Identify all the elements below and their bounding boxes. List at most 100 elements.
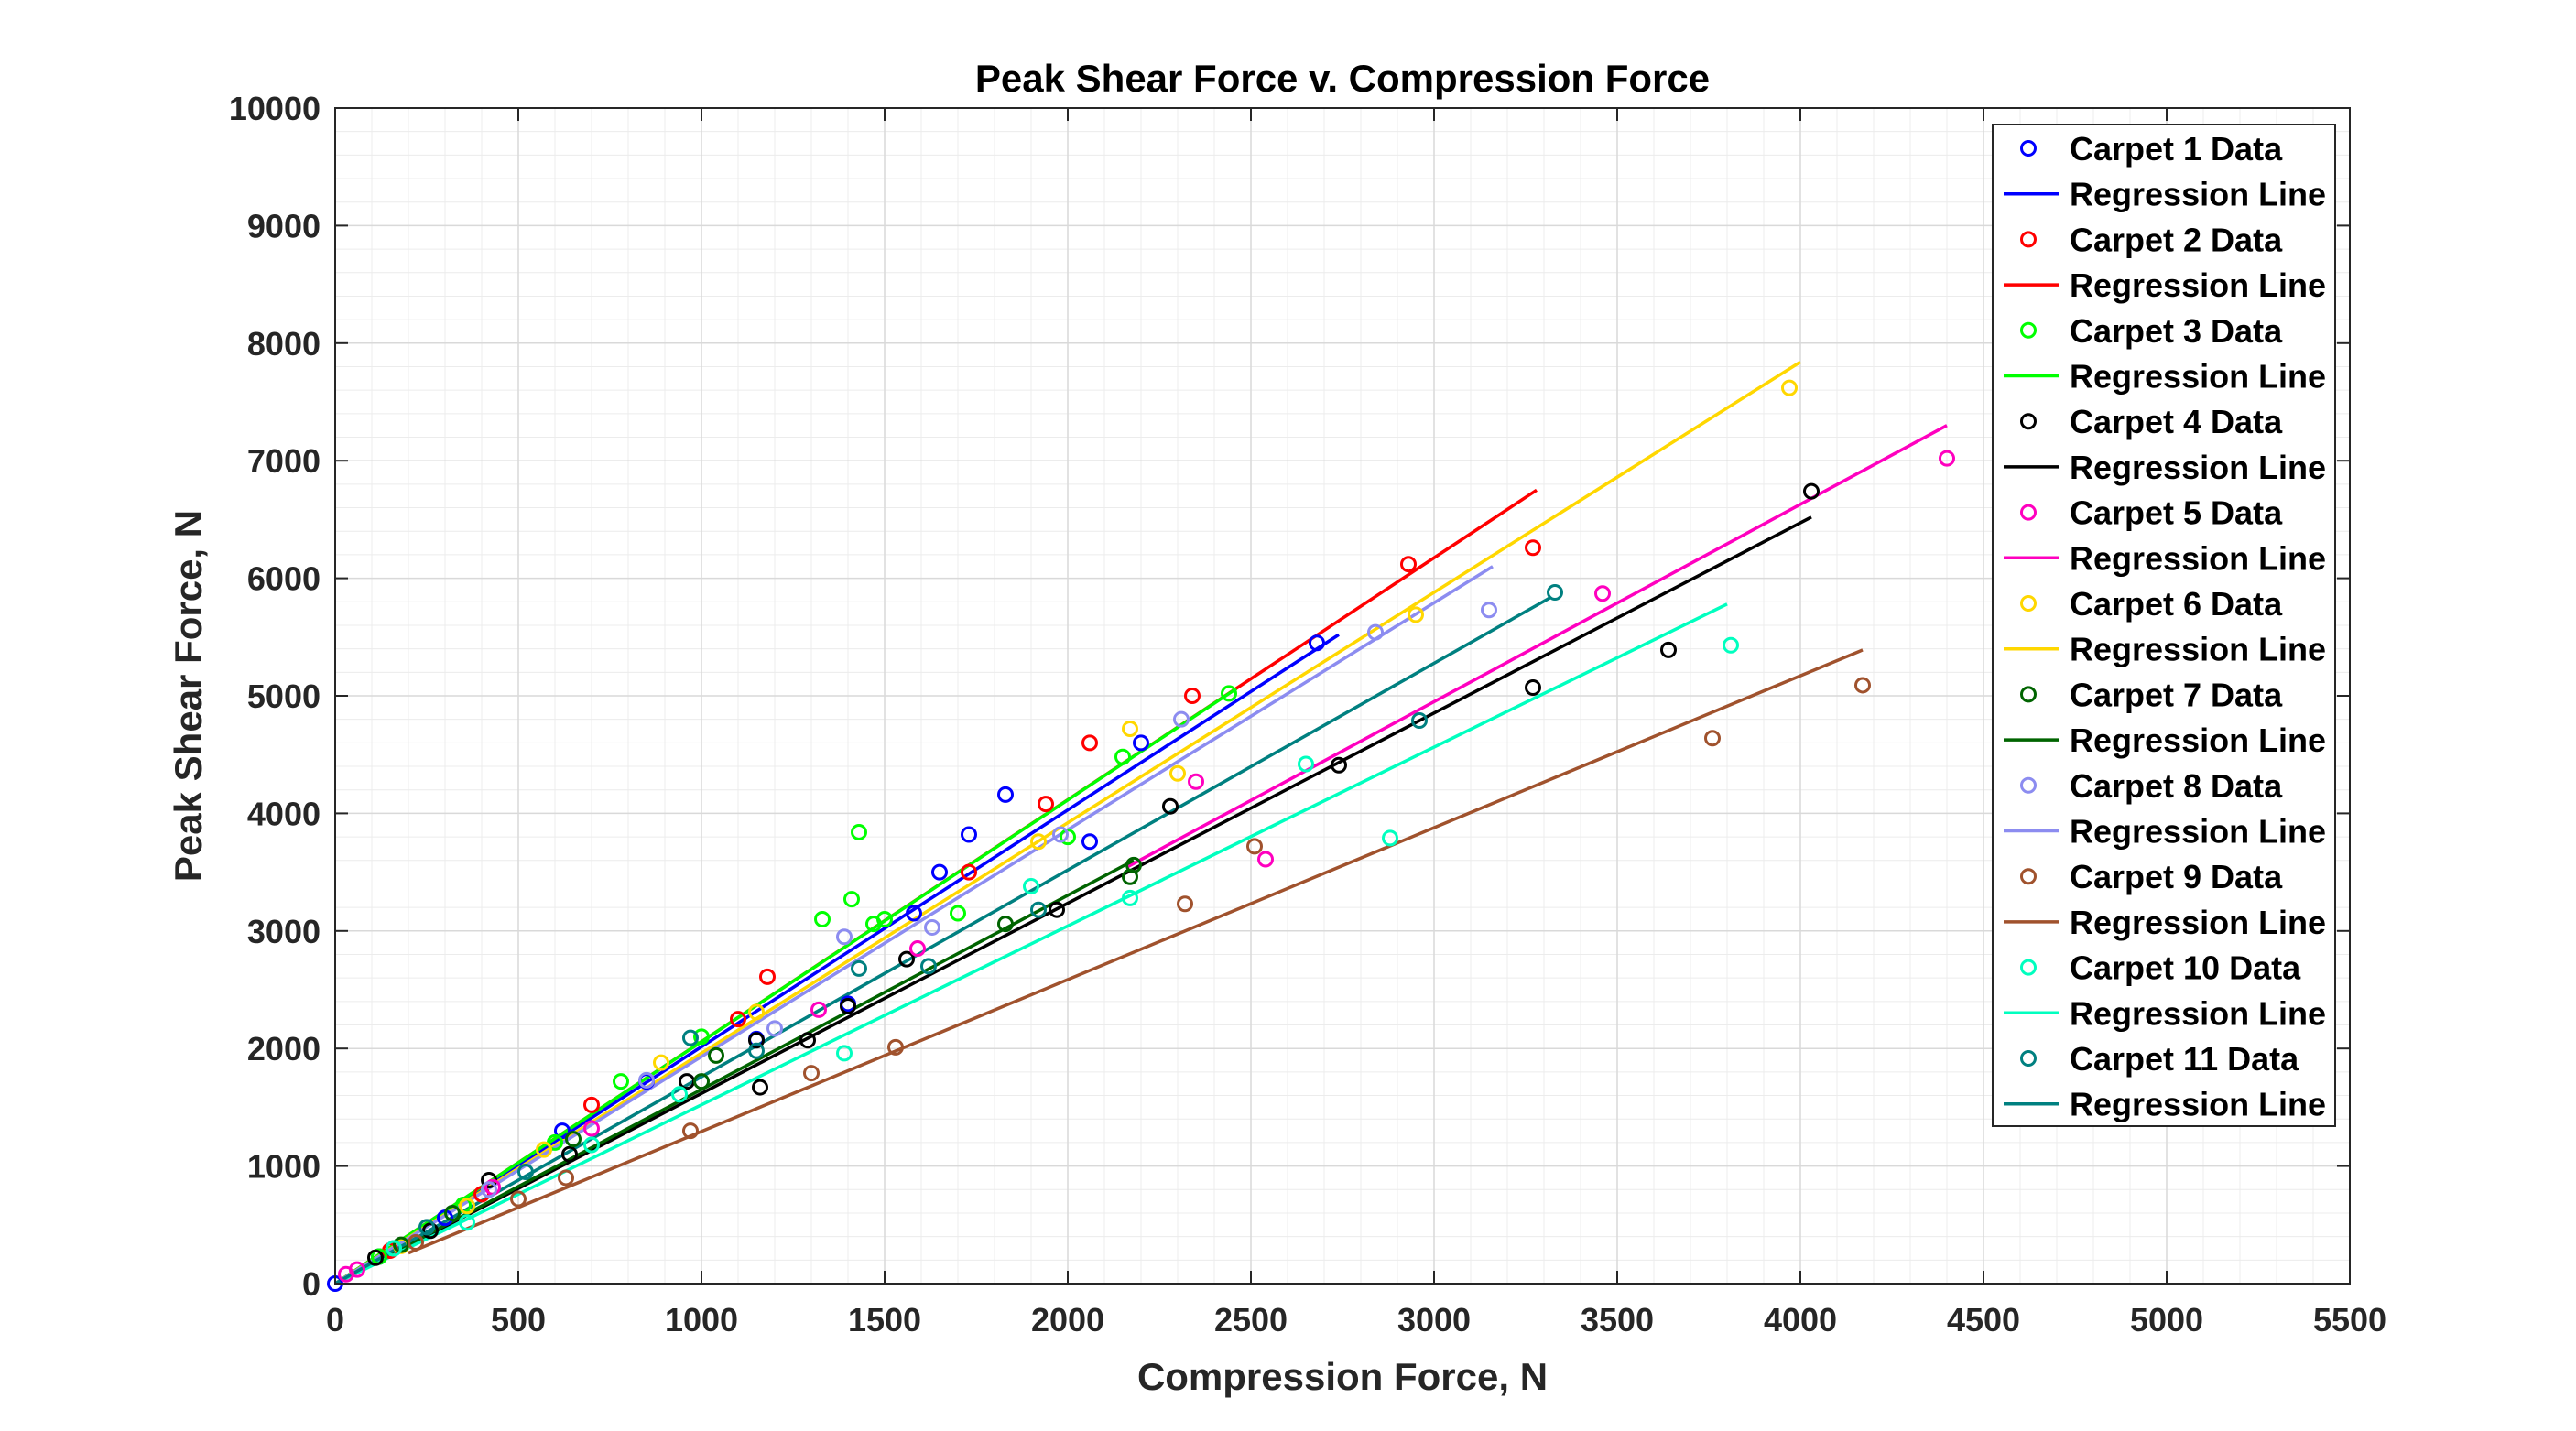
carpet-1-regression-line [334,633,1340,1285]
carpet-6-data-point [1408,606,1424,623]
x-tick-label: 2000 [1031,1301,1104,1339]
carpet-6-data-point [536,1141,552,1158]
carpet-11-regression-line [334,595,1552,1285]
carpet-1-data-point [1133,734,1149,752]
carpet-10-data-point [386,1240,402,1257]
x-axis-title: Compression Force, N [1137,1355,1548,1398]
carpet-9-data-point [803,1065,820,1082]
y-tick-label: 2000 [247,1030,321,1068]
carpet-11-data-point [1030,901,1047,918]
carpet-6-data-point [653,1054,669,1071]
carpet-2-data-point [1400,556,1417,573]
carpet-11-data-point [1411,711,1428,729]
carpet-3-data-point [1060,829,1076,846]
carpet-10-data-point [583,1136,600,1154]
carpet-3-data-point [851,823,867,840]
carpet-1-data-point [997,786,1014,803]
carpet-4-data-point [422,1222,439,1240]
carpet-8-data-point [1481,602,1497,619]
carpet-4-data-point [367,1249,384,1266]
carpet-3-data-point [1221,685,1237,702]
carpet-9-data-point [1246,838,1263,855]
carpet-7-data-point [693,1073,710,1090]
carpet-7-legend-marker [2020,686,2037,703]
carpet-6-legend-marker [2020,595,2037,612]
carpet-3-data-point [1114,748,1131,765]
carpet-2-data-point [583,1096,600,1113]
carpet-4-data-point [1525,679,1541,697]
carpet-2-data-point [1184,688,1201,704]
carpet-8-data-point [1052,826,1069,843]
carpet-4-data-point [1331,756,1347,774]
carpet-6-data-point [1122,720,1138,737]
carpet-4-legend-data-label: Carpet 4 Data [2070,403,2283,440]
chart-title: Peak Shear Force v. Compression Force [975,57,1710,100]
carpet-10-legend-line-label: Regression Line [2070,994,2326,1032]
carpet-7-data-point [997,916,1014,933]
carpet-5-legend-marker [2020,504,2037,521]
carpet-5-data-point [349,1261,365,1278]
carpet-1-legend-marker [2020,140,2037,157]
carpet-3-legend-line-label: Regression Line [2070,358,2326,396]
y-tick-label: 10000 [229,90,321,127]
carpet-1-data-point [931,863,948,881]
carpet-6-legend-line-label: Regression Line [2070,631,2326,668]
y-tick-label: 0 [302,1265,321,1303]
carpet-4-data-point [840,997,856,1014]
carpet-2-data-point [1081,734,1098,752]
carpet-9-legend-data-label: Carpet 9 Data [2070,858,2283,895]
carpet-8-data-point [836,928,853,946]
carpet-4-legend-marker [2020,413,2037,430]
carpet-1-data-point [961,826,977,843]
carpet-7-legend-data-label: Carpet 7 Data [2070,676,2283,713]
carpet-7-data-point [708,1046,724,1064]
carpet-6-data-point [1030,833,1047,851]
carpet-4-data-point [1660,641,1677,658]
x-tick-label: 2500 [1214,1301,1288,1339]
carpet-5-data-point [583,1120,600,1137]
carpet-2-data-point [759,968,776,985]
y-tick-label: 1000 [247,1148,321,1186]
x-tick-label: 500 [491,1301,546,1339]
carpet-1-legend-data-label: Carpet 1 Data [2070,130,2283,168]
carpet-3-data-point [693,1028,710,1046]
x-tick-label: 0 [326,1301,344,1339]
carpet-6-regression-line [334,360,1801,1285]
carpet-4-data-point [1049,901,1065,918]
y-tick-label: 3000 [247,913,321,950]
carpet-4-data-point [561,1145,578,1163]
legend-box [1992,124,2336,1127]
carpet-4-data-point [799,1032,816,1049]
carpet-7-data-point [1125,856,1142,873]
carpet-4-data-point [1803,482,1820,500]
carpet-5-data-point [810,1001,827,1018]
y-tick-label: 8000 [247,325,321,363]
carpet-3-data-point [876,910,893,927]
carpet-1-data-point [906,905,922,922]
carpet-4-data-point [752,1079,768,1096]
carpet-2-data-point [730,1011,746,1028]
x-tick-label: 1500 [848,1301,921,1339]
carpet-10-legend-marker [2020,959,2037,976]
carpet-5-data-point [1594,585,1611,602]
x-tick-label: 5500 [2313,1301,2386,1339]
x-tick-label: 1000 [665,1301,738,1339]
carpet-8-data-point [766,1020,783,1037]
carpet-11-data-point [748,1042,765,1059]
carpet-3-data-point [950,905,966,922]
carpet-9-data-point [408,1234,424,1252]
y-tick-label: 7000 [247,442,321,480]
carpet-6-data-point [1169,764,1186,782]
carpet-2-data-point [1038,796,1054,813]
y-tick-label: 4000 [247,795,321,832]
legend: Carpet 1 Data Regression Line Carpet 2 Dat… [1992,124,2336,1127]
carpet-11-data-point [920,958,937,975]
carpet-5-legend-line-label: Regression Line [2070,539,2326,577]
carpet-9-legend-marker [2020,868,2037,885]
carpet-9-data-point [1854,677,1871,694]
carpet-10-data-point [671,1086,688,1103]
x-tick-label: 3500 [1581,1301,1654,1339]
carpet-2-legend-line-label: Regression Line [2070,266,2326,304]
carpet-11-legend-data-label: Carpet 11 Data [2070,1040,2299,1078]
